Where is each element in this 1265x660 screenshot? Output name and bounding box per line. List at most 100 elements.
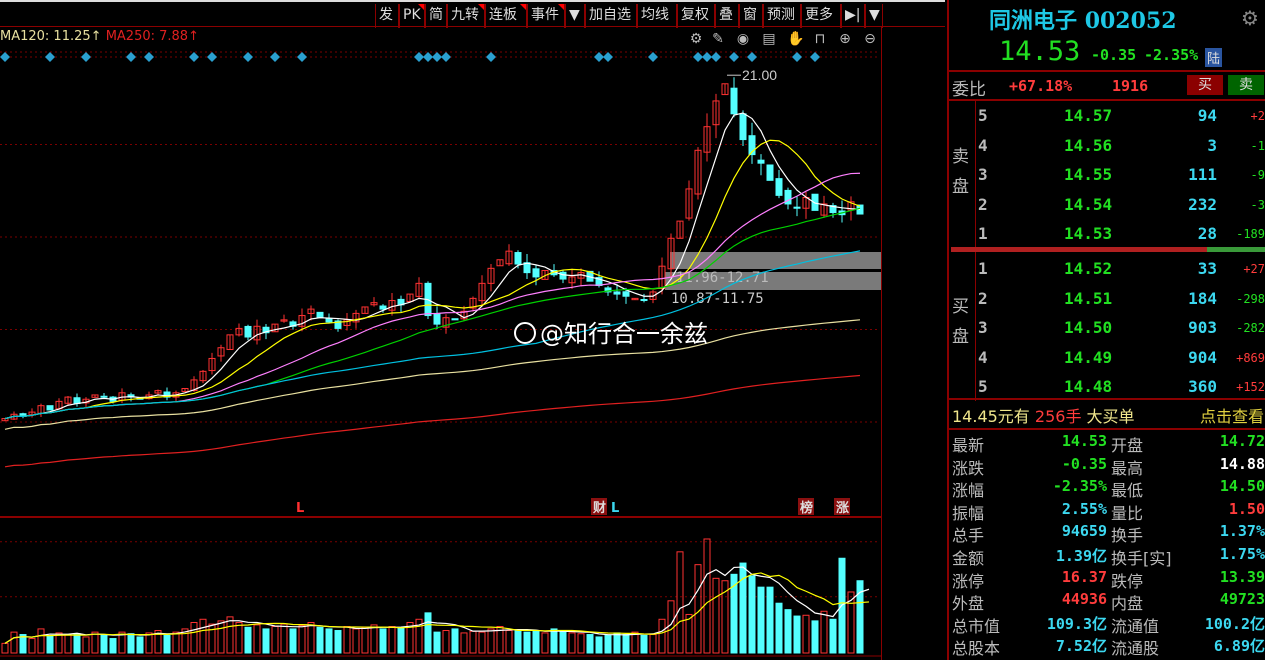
toolbar-button-8[interactable]: 均线: [637, 4, 677, 28]
volume-bar: [748, 575, 756, 654]
orderbook-row[interactable]: 3 14.50 903 -282: [949, 314, 1265, 342]
toolbar-button-4[interactable]: 连板: [485, 4, 527, 28]
orderbook-row[interactable]: 3 14.55 111 -9: [949, 161, 1265, 189]
stat-row: 涨停 16.37 跌停 13.39: [949, 567, 1265, 591]
orderbook-row[interactable]: 5 14.48 360 +152: [949, 373, 1265, 401]
candle-body: [100, 395, 108, 398]
volume-bar: [847, 591, 855, 654]
toolbar-button-5[interactable]: 事件: [527, 4, 565, 28]
volume-bar: [487, 628, 495, 654]
toolbar-button-7[interactable]: 加自选: [585, 4, 637, 28]
toolbar-button-10[interactable]: 叠: [715, 4, 739, 28]
stat-label: 总手: [952, 526, 985, 546]
peak-label: 21.00: [742, 67, 777, 83]
volume-bar: [505, 630, 513, 654]
candle-body: [235, 327, 243, 336]
stat-label: 最低: [1111, 481, 1144, 501]
candle-body: [613, 291, 621, 295]
toolbar-button-14[interactable]: ▶|: [841, 4, 865, 28]
volume-bar: [658, 618, 666, 654]
marker-badge: [591, 498, 607, 515]
buy-button[interactable]: 买: [1187, 75, 1223, 95]
stat-value: 100.2亿: [1204, 614, 1265, 633]
order-delta: -9: [1250, 168, 1265, 182]
toolbar-button-9[interactable]: 复权: [677, 4, 715, 28]
hand-icon[interactable]: ✋: [787, 31, 805, 47]
ma250-line: [4, 374, 861, 468]
volume-bar: [19, 634, 27, 654]
toolbox-icon[interactable]: ▤: [762, 31, 776, 47]
candle-body: [280, 319, 288, 322]
stat-label: 涨跌: [952, 458, 985, 478]
order-volume: 903: [1188, 318, 1217, 337]
candle-body: [757, 159, 765, 164]
candle-body: [667, 237, 675, 270]
volume-bar: [109, 638, 117, 654]
order-delta: +869: [1236, 350, 1265, 365]
volume-bar: [559, 630, 567, 654]
settings-icon[interactable]: ⚙: [689, 31, 703, 47]
pen-icon[interactable]: ✎: [712, 31, 724, 47]
orderbook-row[interactable]: 2 14.54 232 -3: [949, 191, 1265, 219]
stat-value: 14.50: [1219, 477, 1265, 496]
stat-row: 振幅 2.55% 量比 1.50: [949, 499, 1265, 523]
volume-bar: [172, 631, 180, 654]
toolbar-button-1[interactable]: PK: [399, 4, 425, 28]
volume-bar: [469, 630, 477, 654]
ma120-line: [4, 319, 861, 430]
candle-body: [559, 271, 567, 280]
volume-bar: [757, 586, 765, 654]
toolbar-button-0[interactable]: 发: [375, 4, 399, 28]
toolbar-button-3[interactable]: 九转: [447, 4, 485, 28]
candle-body: [181, 388, 189, 392]
event-diamond-icon: [45, 52, 55, 62]
toolbar-button-15[interactable]: ▼: [865, 4, 883, 28]
eye-icon[interactable]: ◉: [736, 31, 750, 47]
orderbook-row[interactable]: 1 14.52 33 +27: [949, 255, 1265, 283]
volume-bar: [199, 618, 207, 654]
event-diamond-icon: [702, 52, 712, 62]
kline-chart[interactable]: 22.0817.7713.469.154.841386701X100011.96…: [0, 0, 881, 660]
volume-bar: [28, 638, 36, 654]
orderbook-row[interactable]: 1 14.53 28 -189: [949, 220, 1265, 248]
candle-body: [469, 297, 477, 309]
event-diamond-icon: [81, 52, 91, 62]
volume-bar: [595, 636, 603, 654]
stat-value: 14.72: [1219, 432, 1265, 450]
candle-body: [217, 347, 225, 357]
big-order-row[interactable]: 14.45元有 256手 大买单 点击查看: [952, 403, 1264, 427]
orderbook-row[interactable]: 4 14.49 904 +869: [949, 344, 1265, 372]
orderbook-row[interactable]: 2 14.51 184 -298: [949, 285, 1265, 313]
volume-bar: [829, 618, 837, 654]
stat-value: -2.35%: [1052, 477, 1107, 496]
stat-row: 总市值 109.3亿 流通值 100.2亿: [949, 612, 1265, 636]
candle-body: [379, 305, 387, 310]
volume-bar: [622, 634, 630, 654]
zoom-out-icon[interactable]: ⊖: [864, 31, 876, 47]
volume-bar: [856, 580, 864, 654]
orderbook-row[interactable]: 5 14.57 94 +2: [949, 102, 1265, 130]
order-price: 14.56: [1064, 135, 1113, 155]
lock-icon[interactable]: ⊓: [814, 31, 826, 47]
stat-row: 涨幅 -2.35% 最低 14.50: [949, 476, 1265, 501]
volume-bar: [64, 634, 72, 654]
gear-icon[interactable]: ⚙: [1241, 6, 1259, 30]
axis-divider: [881, 27, 882, 660]
orderbook-row[interactable]: 4 14.56 3 -1: [949, 132, 1265, 160]
event-diamond-icon: [441, 52, 451, 62]
candle-body: [829, 205, 837, 214]
candle-body: [262, 326, 270, 334]
volume-bar: [82, 636, 90, 654]
sell-button[interactable]: 卖: [1228, 75, 1264, 95]
toolbar-button-6[interactable]: ▼: [565, 4, 585, 28]
zoom-in-icon[interactable]: ⊕: [839, 31, 851, 47]
toolbar-button-13[interactable]: 更多: [801, 4, 841, 28]
volume-bar: [685, 613, 693, 654]
toolbar-button-2[interactable]: 简: [425, 4, 447, 28]
toolbar-button-12[interactable]: 预测: [763, 4, 801, 28]
toolbar-button-11[interactable]: 窗: [739, 4, 763, 28]
big-order-link[interactable]: 点击查看: [1199, 407, 1264, 426]
quote-panel: 同洲电子 002052 ⚙ 14.53 -0.35 -2.35% 陆 委比 +6…: [947, 0, 1265, 660]
candle-body: [820, 203, 828, 216]
candle-body: [532, 268, 540, 278]
